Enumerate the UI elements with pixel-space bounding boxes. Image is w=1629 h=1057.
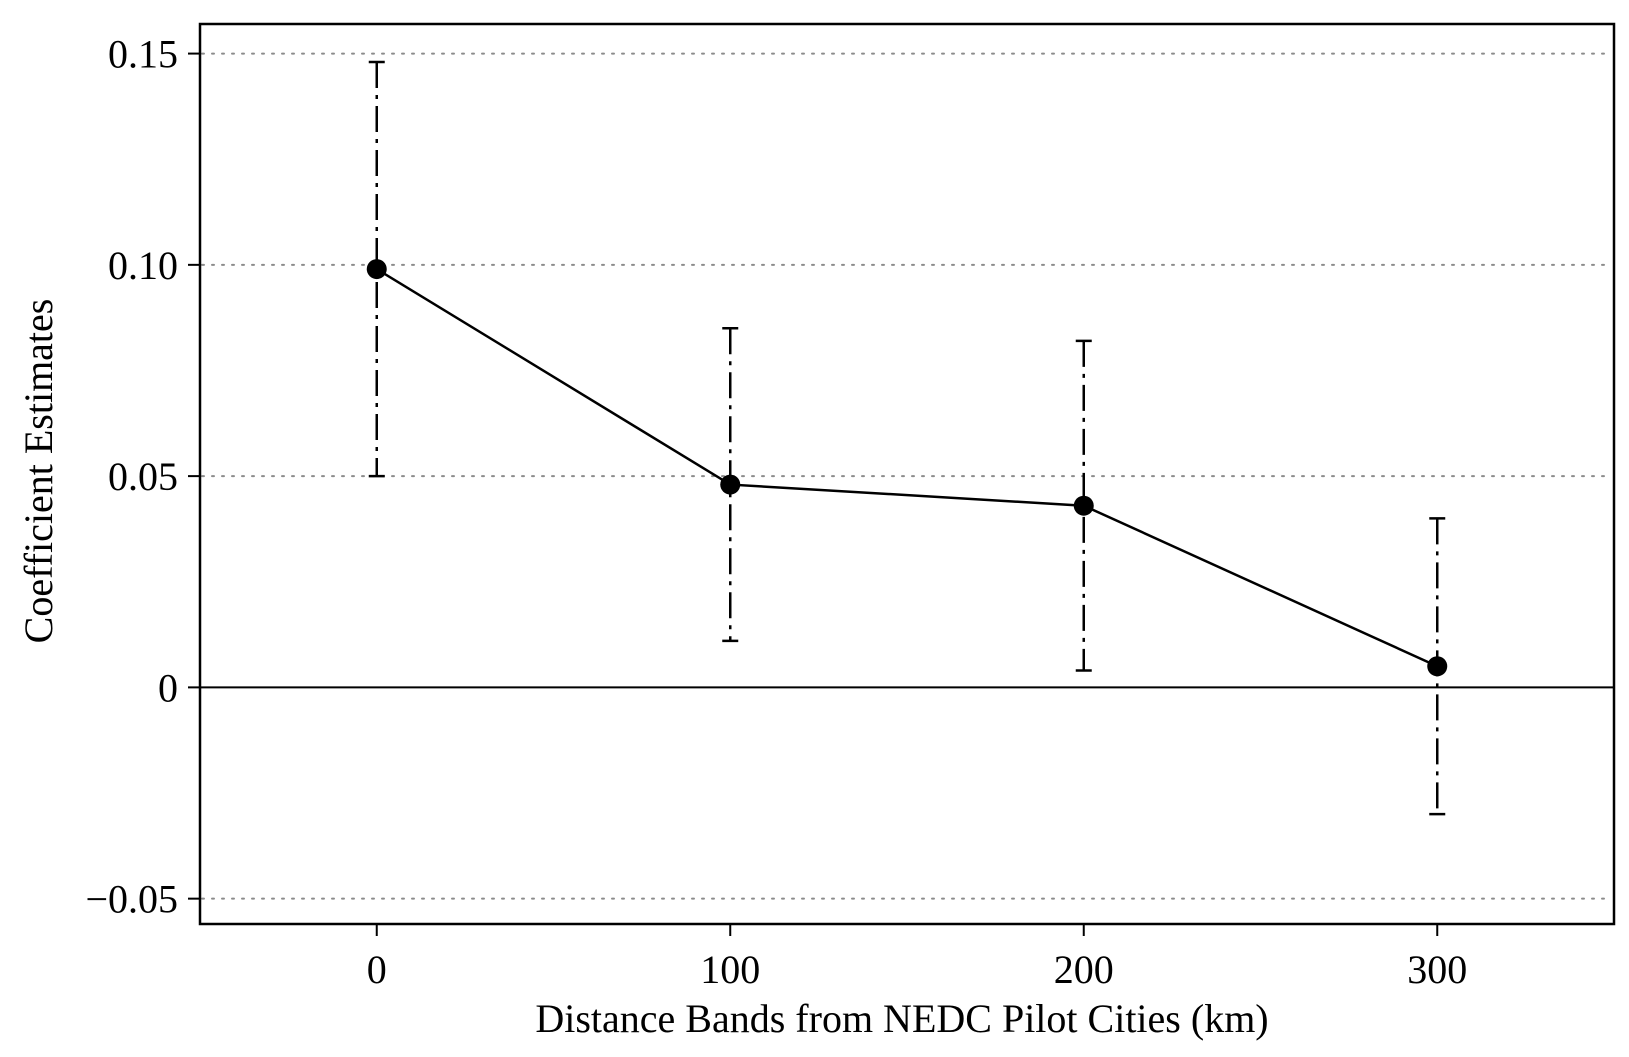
grid-layer (201, 52, 1613, 900)
x-axis-title: Distance Bands from NEDC Pilot Cities (k… (535, 996, 1268, 1041)
plot-frame (198, 22, 1616, 926)
axis-layer: −0.05 0 0.05 0.10 0.15 0 100 200 300 (85, 22, 1616, 992)
y-tick-label: 0.10 (108, 243, 178, 288)
data-point (720, 474, 741, 495)
data-point (1073, 495, 1094, 516)
y-tick-label: 0.15 (108, 32, 178, 77)
y-axis-title: Coefficient Estimates (16, 299, 61, 644)
series-line (376, 268, 1438, 668)
x-tick-label: 0 (367, 947, 387, 992)
x-tick-label: 300 (1407, 947, 1467, 992)
data-point (366, 259, 387, 280)
series-line-layer (376, 268, 1438, 668)
x-tick-label: 200 (1054, 947, 1114, 992)
y-tick-label: −0.05 (85, 877, 178, 922)
point-layer (366, 259, 1448, 677)
y-tick-label: 0.05 (108, 454, 178, 499)
y-tick-label: 0 (158, 665, 178, 710)
confidence-interval-layer (368, 60, 1446, 816)
x-tick-label: 100 (700, 947, 760, 992)
data-point (1427, 656, 1448, 677)
